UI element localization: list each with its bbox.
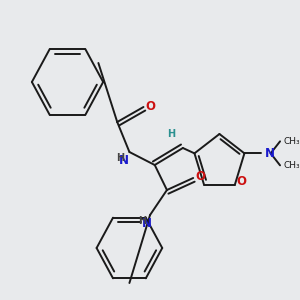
- Text: N: N: [118, 154, 128, 167]
- Text: CH₃: CH₃: [284, 137, 300, 146]
- Text: H: H: [139, 216, 147, 226]
- Text: O: O: [237, 175, 247, 188]
- Text: H: H: [168, 129, 176, 139]
- Text: CH₃: CH₃: [284, 161, 300, 170]
- Text: N: N: [265, 147, 275, 160]
- Text: O: O: [146, 100, 155, 112]
- Text: H: H: [116, 153, 124, 163]
- Text: O: O: [195, 170, 205, 184]
- Text: N: N: [142, 217, 152, 230]
